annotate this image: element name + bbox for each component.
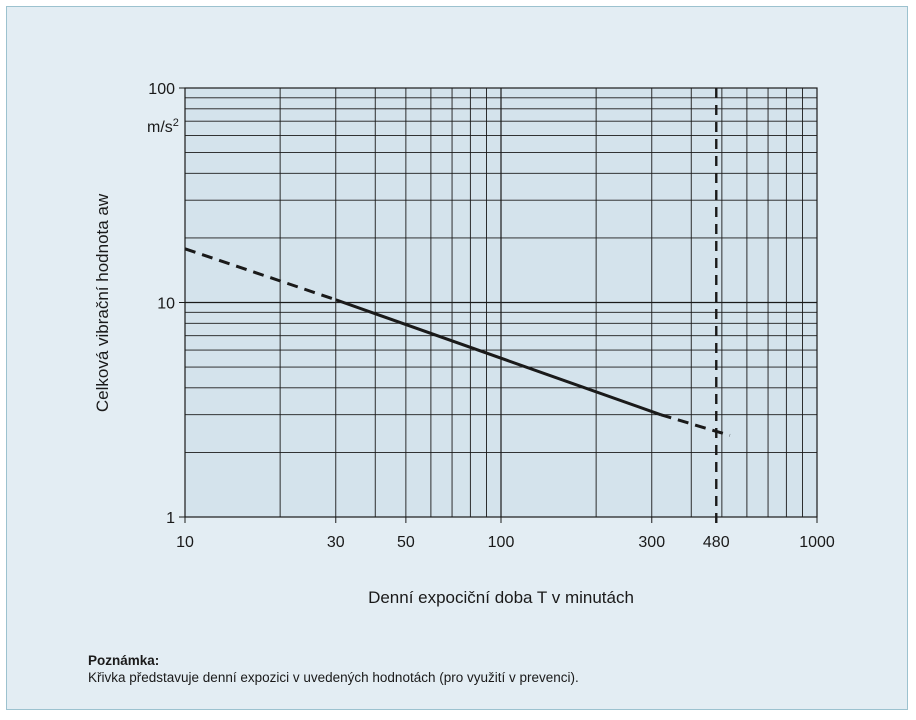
- note-box: Poznámka: Křivka představuje denní expoz…: [88, 652, 579, 686]
- grid: [185, 88, 817, 517]
- x-tick-label: 480: [703, 534, 730, 551]
- series-line-dashed: [660, 413, 731, 437]
- y-tick-labels: 1 10 100: [148, 81, 185, 527]
- x-tick-label: 10: [176, 534, 194, 551]
- y-unit-label: m/s2: [147, 117, 179, 136]
- note-title: Poznámka:: [88, 653, 160, 668]
- x-tick-label: 50: [397, 534, 415, 551]
- note-text: Křivka představuje denní expozici v uved…: [88, 670, 579, 685]
- y-axis-title: Celková vibrační hodnota aw: [93, 193, 112, 412]
- x-tick-label: 1000: [799, 534, 835, 551]
- y-tick-label: 10: [157, 296, 175, 313]
- y-tick-label: 100: [148, 81, 175, 98]
- x-tick-label: 100: [488, 534, 515, 551]
- y-tick-label: 1: [166, 510, 175, 527]
- x-tick-label: 30: [327, 534, 345, 551]
- series-lines: [184, 247, 731, 437]
- series-line-dashed: [184, 247, 337, 302]
- series-line-solid: [335, 298, 662, 417]
- x-tick-labels: 10 30 50 100 300 480 1000: [176, 517, 835, 551]
- x-tick-label: 300: [638, 534, 665, 551]
- x-axis-title: Denní expociční doba T v minutách: [368, 588, 634, 607]
